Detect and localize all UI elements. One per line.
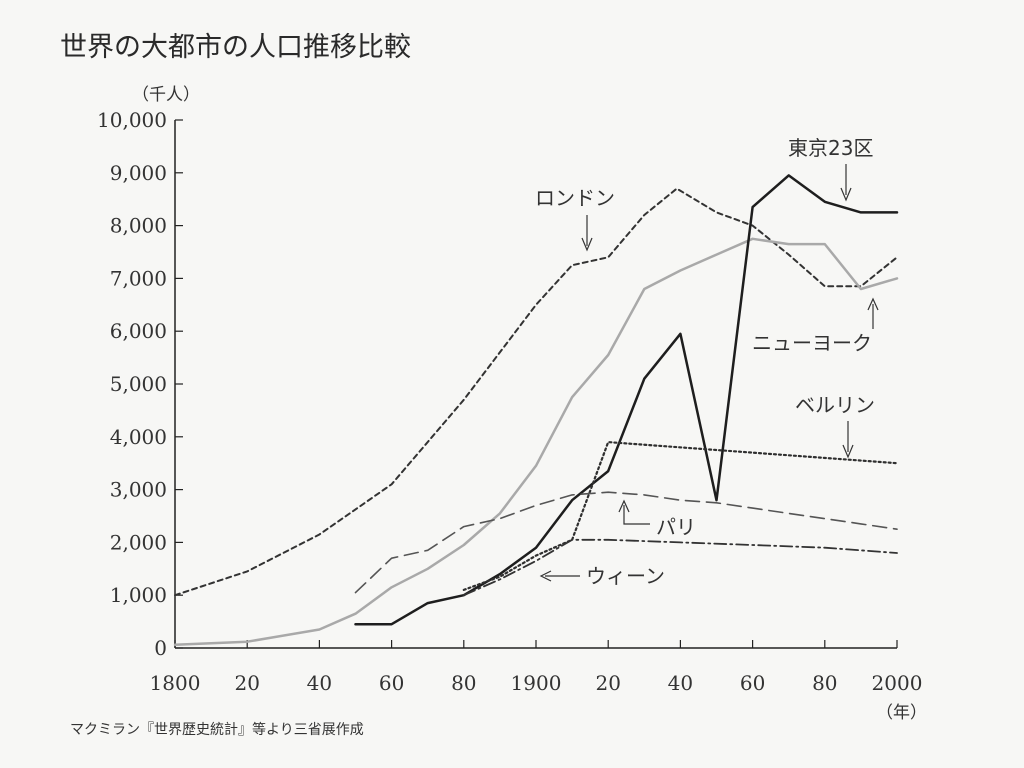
x-tick-label: 60 <box>379 671 404 695</box>
y-tick-label: 5,000 <box>110 372 167 396</box>
ny-arrow-head <box>867 297 879 311</box>
x-tick-label: 20 <box>595 671 620 695</box>
paris-label: パリ <box>656 515 696 539</box>
tokyo-arrow-head <box>840 187 852 202</box>
x-tick-label: 20 <box>234 671 259 695</box>
y-tick-label: 6,000 <box>110 319 167 343</box>
y-tick-label: 9,000 <box>110 161 167 185</box>
series-line-1 <box>173 237 899 647</box>
x-tick-label: 80 <box>451 671 476 695</box>
london-arrow-head <box>581 237 593 252</box>
tokyo-label: 東京23区 <box>788 136 873 160</box>
vienna-label: ウィーン <box>586 564 665 588</box>
chart-title: 世界の大都市の人口推移比較 <box>60 32 411 63</box>
series-line-4 <box>354 491 898 594</box>
paris-arrow-head <box>618 499 630 513</box>
series-line-3 <box>462 441 899 592</box>
series-line-0 <box>174 187 898 597</box>
y-tick-label: 2,000 <box>110 530 167 554</box>
x-unit-label: （年） <box>876 703 927 723</box>
y-tick-label: 3,000 <box>110 478 167 502</box>
x-tick-label: 40 <box>307 671 332 695</box>
y-tick-label: 0 <box>154 636 167 660</box>
x-tick-label: 80 <box>812 671 837 695</box>
y-tick-label: 4,000 <box>110 425 167 449</box>
series-line-5 <box>462 538 898 597</box>
x-tick-label: 60 <box>740 671 765 695</box>
paris-arrow <box>623 505 650 525</box>
series-line-2 <box>354 174 899 626</box>
y-tick-label: 7,000 <box>110 266 167 290</box>
source-note: マクミラン『世界歴史統計』等より三省展作成 <box>70 721 364 738</box>
x-tick-label: 2000 <box>872 671 923 695</box>
vienna-arrow-head <box>539 570 552 582</box>
x-tick-label: 40 <box>668 671 693 695</box>
y-tick-label: 10,000 <box>97 108 167 132</box>
y-ticks: 0 1,000 2,000 3,000 4,000 5,000 6,000 7,000 8,00… <box>97 108 183 660</box>
berlin-label: ベルリン <box>795 393 875 417</box>
x-tick-label: 1900 <box>511 671 562 695</box>
ny-label: ニューヨーク <box>752 331 872 355</box>
y-tick-label: 8,000 <box>110 214 167 238</box>
annotations: ロンドン 東京23区 ニューヨーク ベルリン パリ ウィーン <box>535 136 879 588</box>
x-ticks: 1800 20 40 60 80 1900 20 40 60 80 2000 <box>150 640 923 695</box>
berlin-arrow-head <box>842 444 854 459</box>
y-unit-label: （千人） <box>132 85 200 105</box>
x-tick-label: 1800 <box>150 671 201 695</box>
series-layer <box>173 174 899 647</box>
london-label: ロンドン <box>535 186 615 210</box>
y-tick-label: 1,000 <box>110 583 167 607</box>
